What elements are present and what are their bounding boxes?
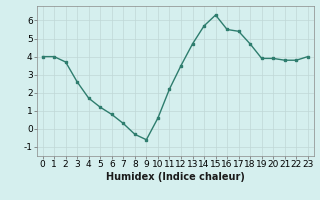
X-axis label: Humidex (Indice chaleur): Humidex (Indice chaleur) [106,172,244,182]
